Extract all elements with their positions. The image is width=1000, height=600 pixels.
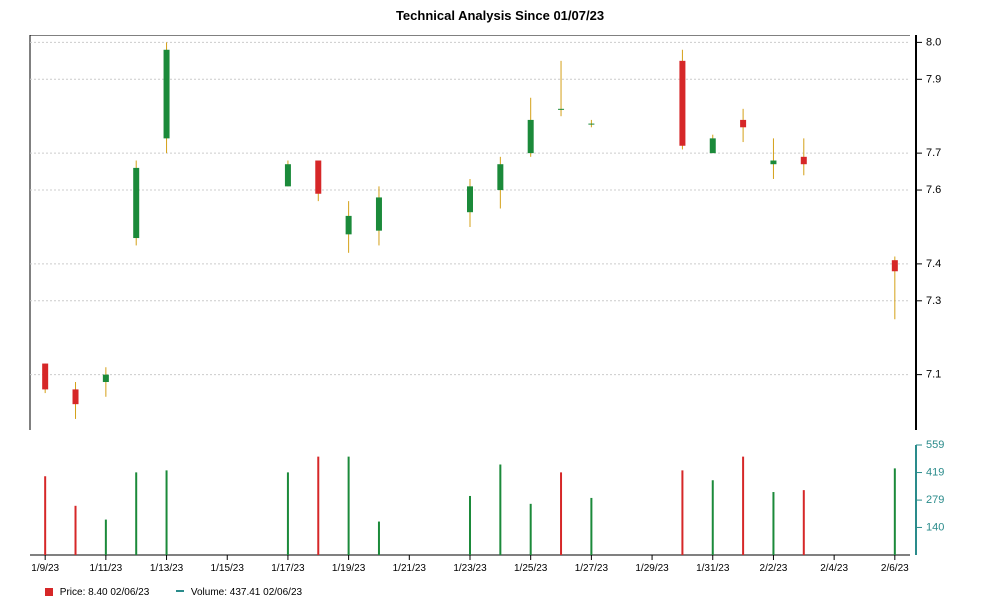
svg-text:1/31/23: 1/31/23 <box>696 563 730 574</box>
svg-text:1/17/23: 1/17/23 <box>271 563 305 574</box>
svg-text:1/23/23: 1/23/23 <box>453 563 487 574</box>
svg-text:1/15/23: 1/15/23 <box>211 563 245 574</box>
svg-text:7.7: 7.7 <box>926 147 941 159</box>
chart-title: Technical Analysis Since 01/07/23 <box>0 8 1000 23</box>
svg-text:7.1: 7.1 <box>926 369 941 381</box>
legend-volume: Volume: 437.41 02/06/23 <box>176 587 302 598</box>
legend-volume-label: Volume: 437.41 02/06/23 <box>191 587 302 598</box>
plot-area: 7.1 7.3 7.4 7.6 7.7 7.9 8.0 140 279 419 559 1/9/23 1… <box>20 35 960 590</box>
svg-text:1/21/23: 1/21/23 <box>393 563 427 574</box>
svg-text:7.3: 7.3 <box>926 295 941 307</box>
svg-text:279: 279 <box>926 494 944 506</box>
svg-text:7.9: 7.9 <box>926 73 941 85</box>
legend-volume-swatch <box>176 590 184 592</box>
svg-text:2/6/23: 2/6/23 <box>881 563 909 574</box>
chart-svg: 7.1 7.3 7.4 7.6 7.7 7.9 8.0 140 279 419 559 1/9/23 1… <box>20 35 960 590</box>
svg-text:2/4/23: 2/4/23 <box>820 563 848 574</box>
legend: Price: 8.40 02/06/23 Volume: 437.41 02/0… <box>45 587 326 598</box>
svg-text:1/13/23: 1/13/23 <box>150 563 184 574</box>
svg-text:1/25/23: 1/25/23 <box>514 563 548 574</box>
legend-price-swatch <box>45 588 53 596</box>
svg-text:1/27/23: 1/27/23 <box>575 563 609 574</box>
svg-text:8.0: 8.0 <box>926 36 941 48</box>
svg-text:1/9/23: 1/9/23 <box>31 563 59 574</box>
svg-text:7.6: 7.6 <box>926 184 941 196</box>
svg-text:1/19/23: 1/19/23 <box>332 563 366 574</box>
svg-text:7.4: 7.4 <box>926 258 941 270</box>
legend-price-label: Price: 8.40 02/06/23 <box>60 587 150 598</box>
svg-text:1/29/23: 1/29/23 <box>635 563 669 574</box>
svg-text:559: 559 <box>926 439 944 451</box>
legend-price: Price: 8.40 02/06/23 <box>45 587 149 598</box>
svg-text:419: 419 <box>926 467 944 479</box>
svg-text:140: 140 <box>926 521 944 533</box>
svg-text:2/2/23: 2/2/23 <box>760 563 788 574</box>
svg-text:1/11/23: 1/11/23 <box>90 563 123 574</box>
